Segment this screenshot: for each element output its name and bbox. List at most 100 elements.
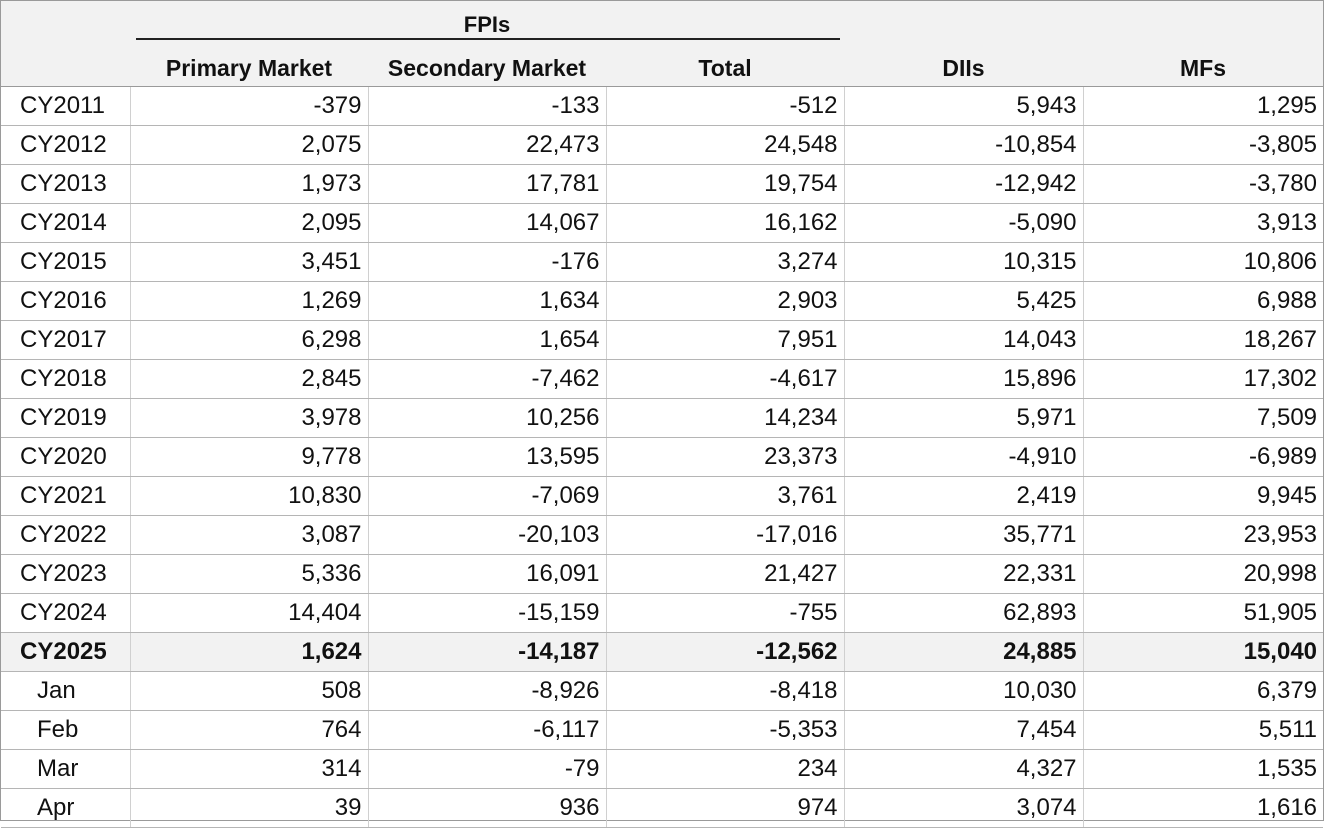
cell-total: -12,562 <box>605 632 845 672</box>
cell-secondary-market: -79 <box>367 749 606 789</box>
row-label: Mar <box>1 749 130 789</box>
cell-secondary-market: -6,117 <box>367 710 606 750</box>
table-row: CY2025 1,624 -14,187 -12,562 24,885 15,040 <box>1 632 1324 672</box>
cell-mfs: 6,988 <box>1082 281 1324 321</box>
cell-secondary-market: -20,103 <box>367 515 606 555</box>
cell-primary-market: 2,095 <box>129 203 368 243</box>
table-row: CY2013 1,973 17,781 19,754 -12,942 -3,780 <box>1 164 1324 204</box>
cell-mfs: 1,616 <box>1082 788 1324 828</box>
cell-mfs: 10,806 <box>1082 242 1324 282</box>
row-label: CY2024 <box>1 593 130 633</box>
row-label: CY2022 <box>1 515 130 555</box>
table-row: CY2017 6,298 1,654 7,951 14,043 18,267 <box>1 320 1324 360</box>
cell-primary-market: 9,778 <box>129 437 368 477</box>
cell-diis: -4,910 <box>843 437 1084 477</box>
cell-total: 3,761 <box>605 476 845 516</box>
cell-diis: 7,454 <box>843 710 1084 750</box>
row-label: CY2017 <box>1 320 130 360</box>
row-label: CY2018 <box>1 359 130 399</box>
cell-diis: 10,030 <box>843 671 1084 711</box>
table-row: Apr 39 936 974 3,074 1,616 <box>1 788 1324 828</box>
cell-total: 23,373 <box>605 437 845 477</box>
cell-diis: 4,327 <box>843 749 1084 789</box>
table-row: CY2022 3,087 -20,103 -17,016 35,771 23,953 <box>1 515 1324 555</box>
cell-primary-market: 1,624 <box>129 632 368 672</box>
table-row: CY2024 14,404 -15,159 -755 62,893 51,905 <box>1 593 1324 633</box>
row-label: CY2023 <box>1 554 130 594</box>
cell-secondary-market: -133 <box>367 86 606 126</box>
cell-mfs: 6,379 <box>1082 671 1324 711</box>
group-header-underline <box>136 38 841 40</box>
row-label: CY2012 <box>1 125 130 165</box>
cell-diis: -12,942 <box>843 164 1084 204</box>
cell-total: 234 <box>605 749 845 789</box>
cell-total: 974 <box>605 788 845 828</box>
cell-primary-market: 3,087 <box>129 515 368 555</box>
cell-mfs: -6,989 <box>1082 437 1324 477</box>
cell-mfs: -3,780 <box>1082 164 1324 204</box>
cell-primary-market: 3,451 <box>129 242 368 282</box>
cell-mfs: 5,511 <box>1082 710 1324 750</box>
cell-primary-market: 5,336 <box>129 554 368 594</box>
column-header-diis: DIIs <box>844 40 1084 87</box>
cell-secondary-market: -8,926 <box>367 671 606 711</box>
group-header-label: FPIs <box>463 12 511 37</box>
table-row: Jan 508 -8,926 -8,418 10,030 6,379 <box>1 671 1324 711</box>
cell-diis: 5,943 <box>843 86 1084 126</box>
cell-secondary-market: -7,462 <box>367 359 606 399</box>
cell-diis: 3,074 <box>843 788 1084 828</box>
header-row-group: FPIs <box>1 1 1324 40</box>
cell-secondary-market: 1,634 <box>367 281 606 321</box>
column-header-mfs: MFs <box>1083 40 1324 87</box>
header-row-columns: Primary Market Secondary Market Total DI… <box>1 40 1324 87</box>
table-row: CY2019 3,978 10,256 14,234 5,971 7,509 <box>1 398 1324 438</box>
column-header-total: Total <box>606 40 845 87</box>
cell-mfs: 7,509 <box>1082 398 1324 438</box>
table-row: CY2023 5,336 16,091 21,427 22,331 20,998 <box>1 554 1324 594</box>
table-row: CY2018 2,845 -7,462 -4,617 15,896 17,302 <box>1 359 1324 399</box>
cell-secondary-market: 17,781 <box>367 164 606 204</box>
cell-secondary-market: 10,256 <box>367 398 606 438</box>
cell-diis: -5,090 <box>843 203 1084 243</box>
cell-total: 2,903 <box>605 281 845 321</box>
row-label: Apr <box>1 788 130 828</box>
cell-total: -512 <box>605 86 845 126</box>
column-header-secondary-market: Secondary Market <box>368 40 606 87</box>
cell-diis: -10,854 <box>843 125 1084 165</box>
row-label: CY2019 <box>1 398 130 438</box>
row-label: CY2021 <box>1 476 130 516</box>
row-label: CY2025 <box>1 632 130 672</box>
header-corner-cell <box>1 1 130 40</box>
cell-total: -4,617 <box>605 359 845 399</box>
group-header-fpis: FPIs <box>130 1 845 40</box>
cell-total: 14,234 <box>605 398 845 438</box>
table-row: CY2015 3,451 -176 3,274 10,315 10,806 <box>1 242 1324 282</box>
table-row: CY2012 2,075 22,473 24,548 -10,854 -3,805 <box>1 125 1324 165</box>
cell-primary-market: -379 <box>129 86 368 126</box>
cell-secondary-market: -15,159 <box>367 593 606 633</box>
cell-primary-market: 10,830 <box>129 476 368 516</box>
cell-mfs: 15,040 <box>1082 632 1324 672</box>
header-blank-mfs <box>1083 1 1324 40</box>
table-row: CY2021 10,830 -7,069 3,761 2,419 9,945 <box>1 476 1324 516</box>
cell-primary-market: 1,269 <box>129 281 368 321</box>
cell-primary-market: 2,845 <box>129 359 368 399</box>
row-label: CY2013 <box>1 164 130 204</box>
cell-secondary-market: 1,654 <box>367 320 606 360</box>
cell-secondary-market: 13,595 <box>367 437 606 477</box>
row-label: CY2020 <box>1 437 130 477</box>
row-label: CY2015 <box>1 242 130 282</box>
table-row: CY2011 -379 -133 -512 5,943 1,295 <box>1 86 1324 126</box>
cell-primary-market: 1,973 <box>129 164 368 204</box>
row-label: Feb <box>1 710 130 750</box>
cell-diis: 14,043 <box>843 320 1084 360</box>
cell-secondary-market: 14,067 <box>367 203 606 243</box>
cell-total: 21,427 <box>605 554 845 594</box>
cell-primary-market: 314 <box>129 749 368 789</box>
cell-total: -755 <box>605 593 845 633</box>
cell-secondary-market: -176 <box>367 242 606 282</box>
cell-primary-market: 14,404 <box>129 593 368 633</box>
cell-total: -8,418 <box>605 671 845 711</box>
